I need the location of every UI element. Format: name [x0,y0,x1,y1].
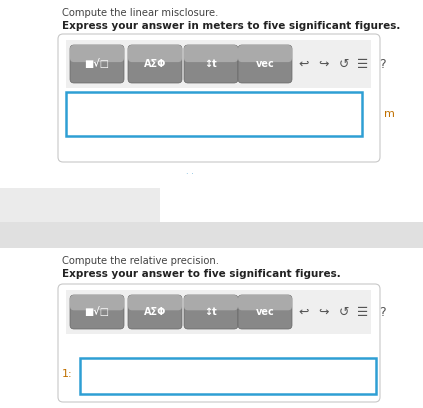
Text: ↩: ↩ [299,58,309,71]
Text: . .: . . [186,168,194,177]
Text: ↺: ↺ [339,58,349,71]
FancyBboxPatch shape [184,45,238,62]
FancyBboxPatch shape [238,45,292,83]
Bar [66,290,371,334]
Text: ↪: ↪ [319,306,329,319]
Text: Express your answer in meters to five significant figures.: Express your answer in meters to five si… [62,21,401,31]
FancyBboxPatch shape [128,45,182,62]
FancyBboxPatch shape [58,284,380,402]
Text: Compute the relative precision.: Compute the relative precision. [62,256,219,266]
Text: ↕t: ↕t [205,59,217,69]
Bar [0,222,423,248]
Text: ■√□: ■√□ [85,307,110,317]
Text: vec: vec [255,59,275,69]
FancyBboxPatch shape [184,45,238,83]
Text: ΑΣΦ: ΑΣΦ [144,307,166,317]
FancyBboxPatch shape [70,45,124,83]
FancyBboxPatch shape [184,295,238,329]
FancyBboxPatch shape [238,295,292,329]
Text: ?: ? [379,58,385,71]
FancyBboxPatch shape [184,295,238,310]
FancyBboxPatch shape [128,295,182,310]
FancyBboxPatch shape [58,34,380,162]
Text: ?: ? [379,306,385,319]
FancyBboxPatch shape [70,295,124,329]
Bar [0,188,160,222]
Bar [66,92,362,136]
Text: 1:: 1: [62,369,73,379]
FancyBboxPatch shape [70,295,124,310]
Bar [80,358,376,394]
Text: ΑΣΦ: ΑΣΦ [144,59,166,69]
Text: vec: vec [255,307,275,317]
Text: m: m [384,109,395,119]
Text: ↩: ↩ [299,306,309,319]
Bar [66,40,371,88]
Text: ↪: ↪ [319,58,329,71]
FancyBboxPatch shape [70,45,124,62]
Text: Express your answer to five significant figures.: Express your answer to five significant … [62,269,341,279]
Text: ☰: ☰ [357,306,368,319]
FancyBboxPatch shape [128,295,182,329]
Text: ■√□: ■√□ [85,59,110,69]
FancyBboxPatch shape [238,45,292,62]
FancyBboxPatch shape [128,45,182,83]
FancyBboxPatch shape [238,295,292,310]
Text: ↕t: ↕t [205,307,217,317]
Text: ☰: ☰ [357,58,368,71]
Text: Compute the linear misclosure.: Compute the linear misclosure. [62,8,218,18]
Text: ↺: ↺ [339,306,349,319]
